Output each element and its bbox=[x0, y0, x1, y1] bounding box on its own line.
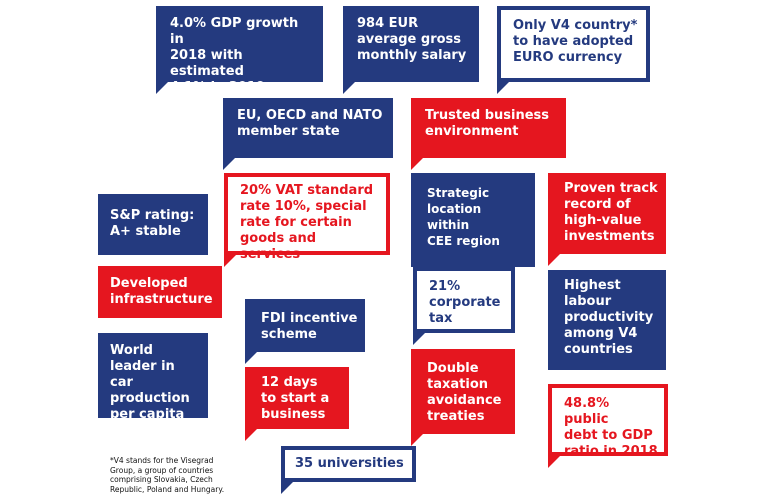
eu-membership-text: EU, OECD and NATO member state bbox=[237, 108, 383, 139]
strategic-location-bubble: Strategic location within CEE region bbox=[411, 173, 535, 267]
track-record-text: Proven track record of high-value invest… bbox=[564, 181, 658, 244]
vat-bubble: 20% VAT standard rate 10%, special rate … bbox=[224, 173, 390, 262]
car-production-text: World leader in car production per capit… bbox=[110, 343, 190, 422]
labour-productivity-text: Highest labour productivity among V4 cou… bbox=[564, 278, 654, 357]
double-taxation-text: Double taxation avoidance treaties bbox=[427, 361, 502, 424]
corporate-tax-tail bbox=[413, 333, 425, 345]
salary-text: 984 EUR average gross monthly salary bbox=[357, 16, 467, 63]
euro-bubble: Only V4 country* to have adopted EURO cu… bbox=[497, 6, 650, 82]
eu-membership-bubble: EU, OECD and NATO member state bbox=[223, 98, 393, 158]
public-debt-bubble: 48.8% public debt to GDP ratio in 2018 bbox=[548, 384, 668, 459]
infrastructure-bubble: Developed infrastructure bbox=[98, 266, 222, 318]
euro-bubble-tail bbox=[497, 82, 509, 94]
vat-text: 20% VAT standard rate 10%, special rate … bbox=[240, 183, 374, 262]
double-taxation-bubble: Double taxation avoidance treaties bbox=[411, 349, 515, 434]
universities-text: 35 universities bbox=[295, 456, 404, 471]
trusted-environment-bubble: Trusted business environment bbox=[411, 98, 566, 158]
gdp-bubble-tail bbox=[156, 82, 168, 94]
corporate-tax-text: 21% corporate tax bbox=[429, 279, 501, 326]
universities-tail bbox=[281, 482, 293, 494]
corporate-tax-bubble: 21% corporate tax bbox=[413, 267, 515, 333]
footnote: *V4 stands for the Visegrad Group, a gro… bbox=[110, 456, 225, 494]
public-debt-tail bbox=[548, 456, 560, 468]
start-business-bubble: 12 days to start a business bbox=[245, 367, 349, 429]
labour-productivity-bubble: Highest labour productivity among V4 cou… bbox=[548, 270, 666, 370]
salary-bubble-tail bbox=[343, 82, 355, 94]
sp-rating-bubble: S&P rating: A+ stable bbox=[98, 194, 208, 255]
public-debt-text: 48.8% public debt to GDP ratio in 2018 bbox=[564, 396, 658, 459]
track-record-bubble: Proven track record of high-value invest… bbox=[548, 173, 666, 254]
start-business-text: 12 days to start a business bbox=[261, 375, 330, 422]
gdp-growth-text: 4.0% GDP growth in 2018 with estimated 4… bbox=[170, 16, 299, 95]
car-production-bubble: World leader in car production per capit… bbox=[98, 333, 208, 422]
vat-bubble-tail bbox=[224, 255, 236, 267]
fdi-incentive-bubble: FDI incentive scheme bbox=[245, 299, 365, 352]
fdi-bubble-tail bbox=[245, 352, 257, 364]
salary-bubble: 984 EUR average gross monthly salary bbox=[343, 6, 479, 82]
trusted-bubble-tail bbox=[411, 158, 423, 170]
gdp-growth-bubble: 4.0% GDP growth in 2018 with estimated 4… bbox=[156, 6, 323, 95]
infrastructure-text: Developed infrastructure bbox=[110, 276, 213, 307]
track-bubble-tail bbox=[548, 254, 560, 266]
euro-text: Only V4 country* to have adopted EURO cu… bbox=[513, 18, 638, 65]
sp-rating-text: S&P rating: A+ stable bbox=[110, 208, 195, 239]
double-taxation-tail bbox=[411, 434, 423, 446]
strategic-location-text: Strategic location within CEE region bbox=[427, 186, 500, 248]
universities-bubble: 35 universities bbox=[281, 446, 416, 482]
fdi-incentive-text: FDI incentive scheme bbox=[261, 311, 358, 342]
trusted-environment-text: Trusted business environment bbox=[425, 108, 550, 139]
eu-bubble-tail bbox=[223, 158, 235, 170]
start-business-tail bbox=[245, 429, 257, 441]
